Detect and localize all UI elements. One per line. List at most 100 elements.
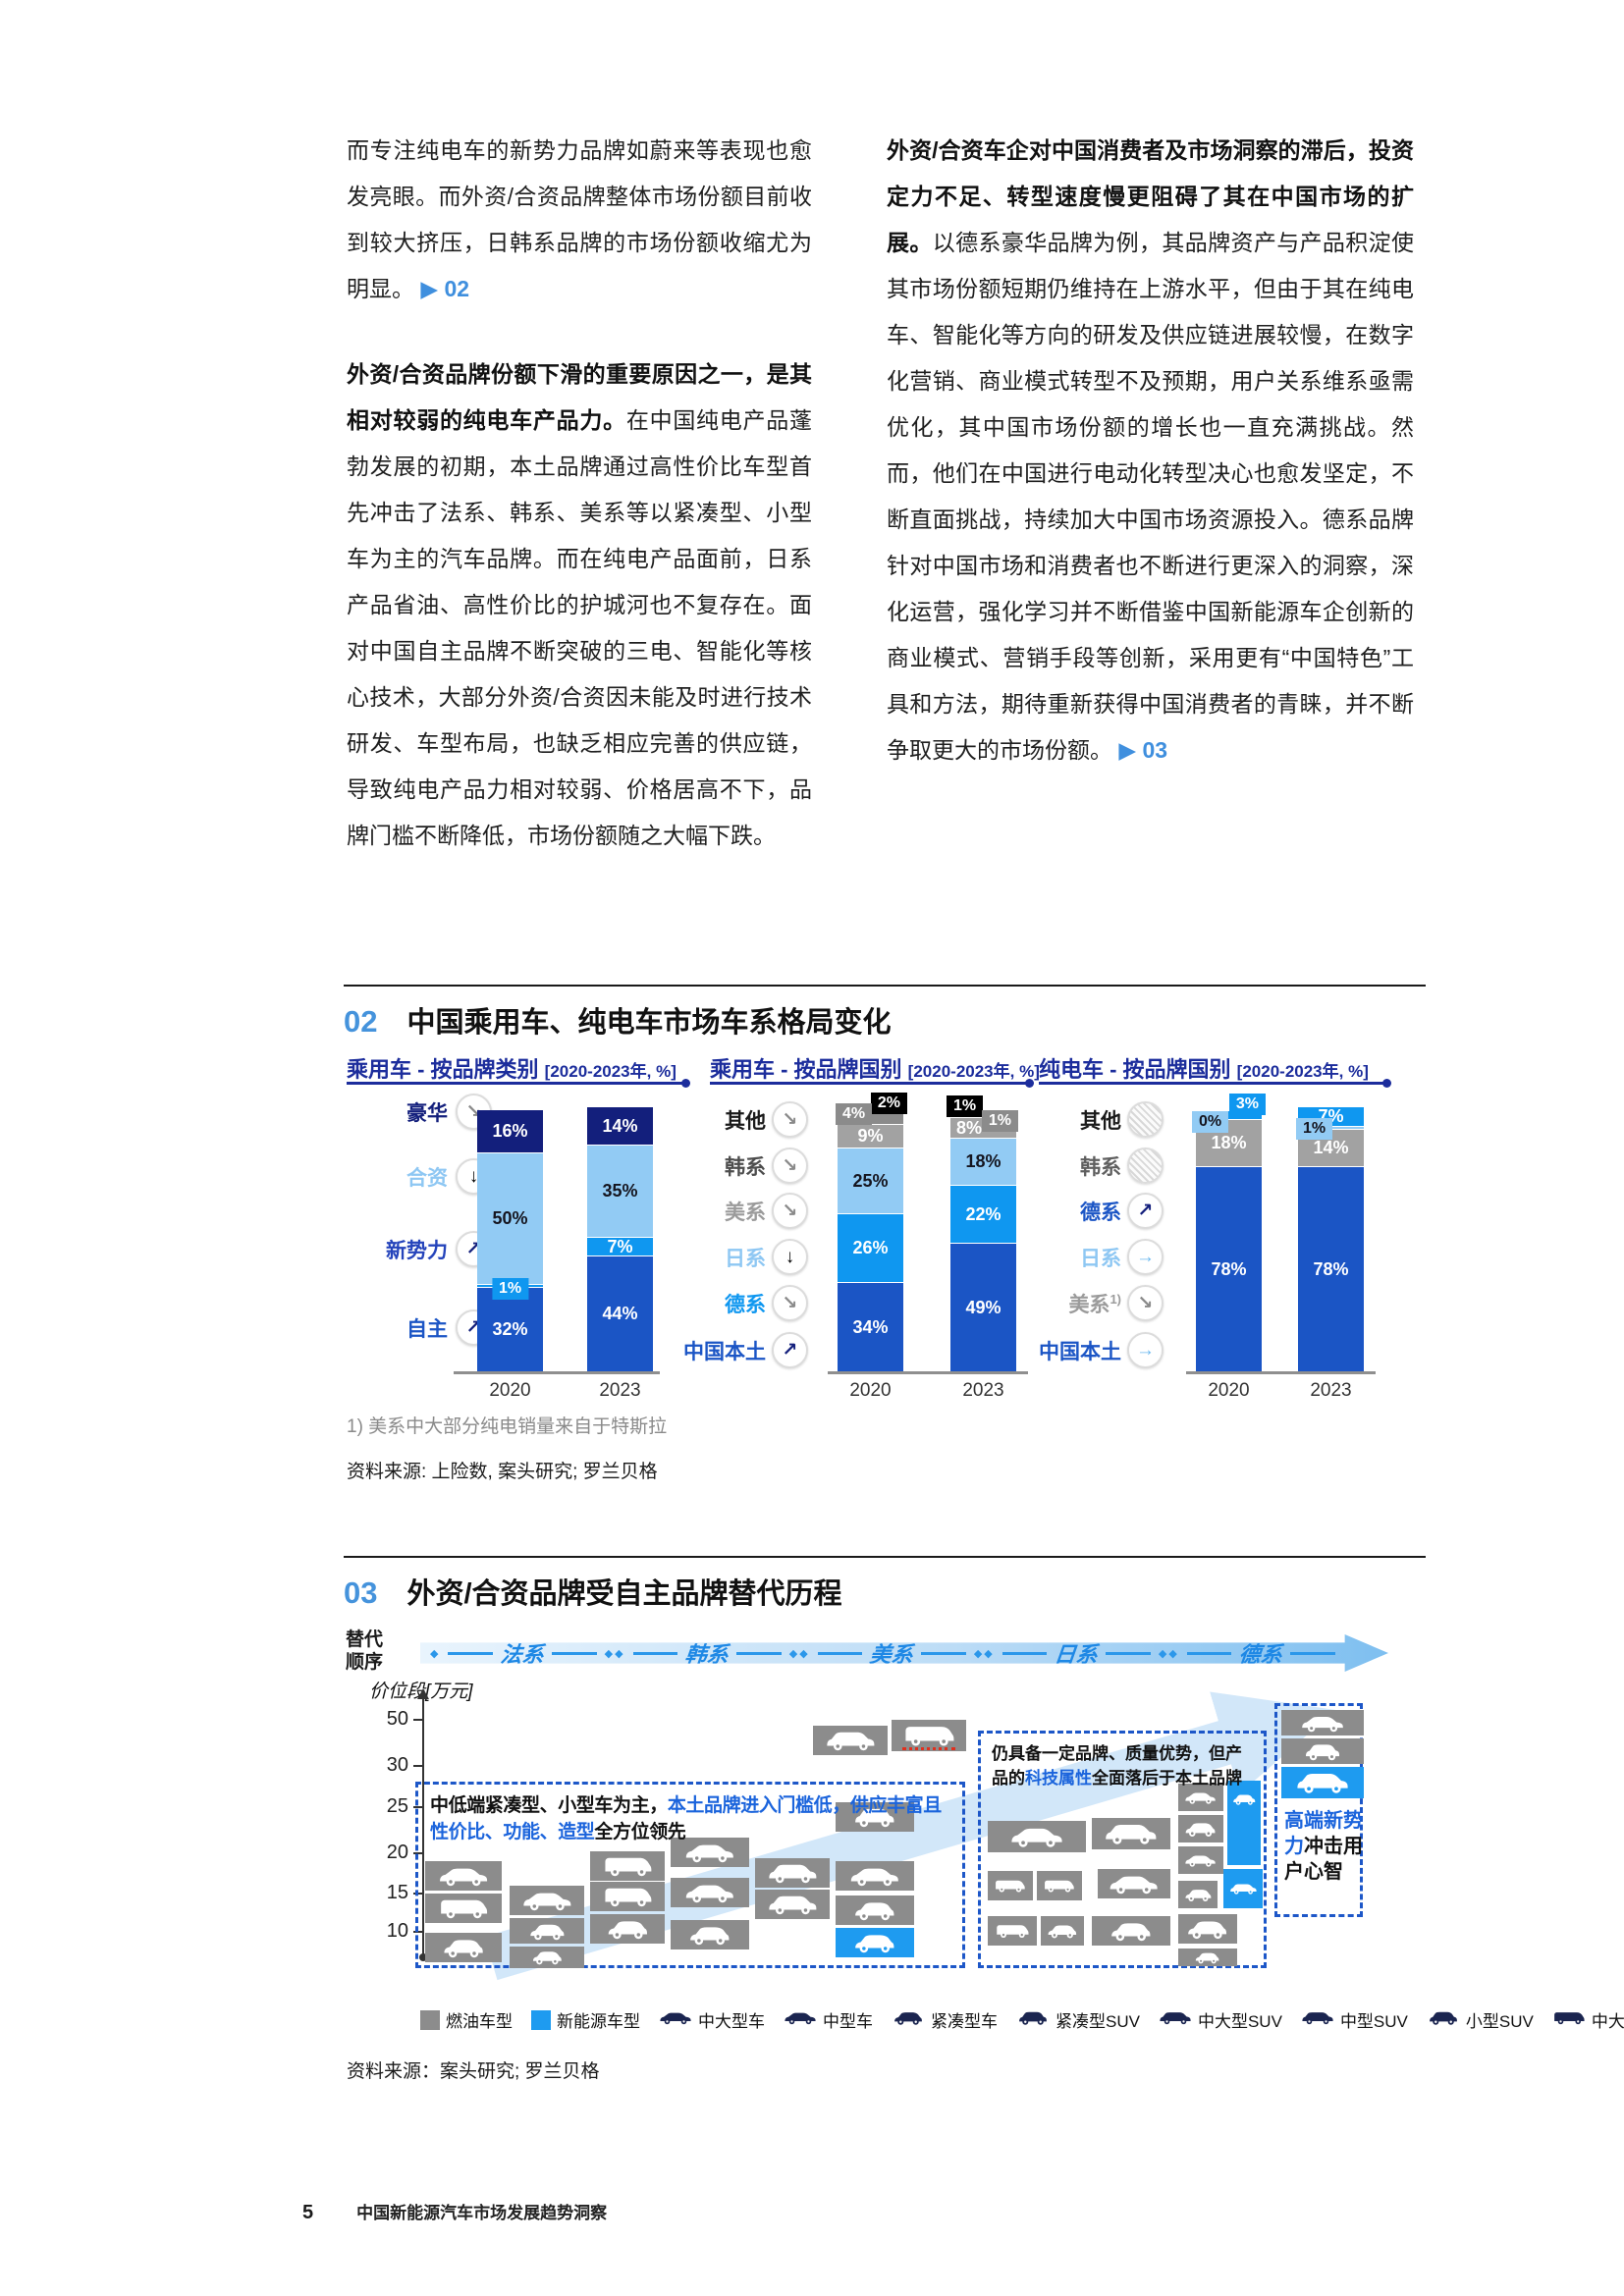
legend-sedan-icon bbox=[784, 2009, 817, 2031]
series-label: 自主 bbox=[406, 1318, 448, 1341]
annotation-blue: 本土品牌进入门槛低，供应丰富且性价比、功能、造型 bbox=[430, 1795, 942, 1842]
stacked-bar: 14% 35% 7% 44% bbox=[587, 1107, 653, 1371]
bar-segment: 25% bbox=[838, 1148, 903, 1213]
y-tick-label: 25 bbox=[386, 1795, 408, 1817]
ice-car-tile bbox=[1178, 1846, 1223, 1874]
footer-title: 中国新能源汽车市场发展趋势洞察 bbox=[356, 2204, 608, 2222]
annotation-black: 全面落后于本土品牌 bbox=[1092, 1769, 1242, 1788]
series-label: 其他 bbox=[1080, 1110, 1121, 1133]
legend-label: 中大型MPV bbox=[1591, 2012, 1624, 2031]
flow-line bbox=[817, 1651, 863, 1655]
flow-line bbox=[632, 1651, 678, 1655]
legend-hatch-icon bbox=[892, 2009, 925, 2031]
flow-line bbox=[552, 1651, 597, 1655]
x-axis bbox=[454, 1371, 660, 1374]
ice-car-tile bbox=[671, 1878, 749, 1907]
ice-car-tile bbox=[988, 1871, 1033, 1900]
paragraph-1: 而专注纯电车的新势力品牌如蔚来等表现也愈发亮眼。而外资/合资品牌整体市场份额目前… bbox=[347, 128, 812, 312]
ice-car-tile bbox=[1178, 1949, 1237, 1966]
trend-se-icon: ↘ bbox=[772, 1285, 808, 1321]
ice-car-tile bbox=[1092, 1818, 1170, 1849]
nev-car-tile bbox=[1281, 1767, 1364, 1798]
bar-segment: 22% bbox=[950, 1185, 1016, 1243]
segment-callout: 1% bbox=[1296, 1118, 1333, 1140]
bar-segment: 78% bbox=[1298, 1166, 1364, 1371]
chart-subtitle: 乘用车 - 按品牌国别 [2020-2023年, %] bbox=[710, 1052, 1040, 1084]
figure03-title: 外资/合资品牌受自主品牌替代历程 bbox=[406, 1578, 842, 1610]
legend-label: 燃油车型 bbox=[446, 2012, 513, 2031]
legend-label: 紧凑型车 bbox=[931, 2012, 998, 2031]
ice-car-tile bbox=[755, 1890, 830, 1919]
figure02-title: 中国乘用车、纯电车市场车系格局变化 bbox=[406, 1007, 892, 1039]
ice-car-tile bbox=[755, 1858, 830, 1888]
legend-suvs-icon bbox=[1427, 2009, 1460, 2031]
annotation-text-premium: 高端新势力冲击用户心智 bbox=[1284, 1808, 1363, 1885]
bar-segment: 78% bbox=[1196, 1166, 1262, 1371]
annotation-black: 全方位领先 bbox=[594, 1822, 686, 1842]
figure02-header: 02 中国乘用车、纯电车市场车系格局变化 bbox=[344, 999, 892, 1041]
legend-item: 紧凑型SUV bbox=[1016, 2007, 1140, 2032]
ice-car-tile bbox=[836, 1896, 914, 1925]
ice-car-tile bbox=[510, 1918, 584, 1944]
series-label: 豪华 bbox=[406, 1102, 448, 1125]
figure03-source: 资料来源：案头研究; 罗兰贝格 bbox=[347, 2061, 600, 2082]
divider bbox=[344, 985, 1426, 987]
flow-line bbox=[1186, 1651, 1232, 1655]
legend-item: 新能源车型 bbox=[531, 2007, 640, 2032]
y-tick-label: 15 bbox=[386, 1882, 408, 1903]
ice-car-tile bbox=[1281, 1738, 1364, 1764]
trend-se-icon: ↘ bbox=[1127, 1285, 1164, 1321]
y-tick bbox=[413, 1719, 422, 1721]
series-label: 中国本土 bbox=[1039, 1341, 1121, 1363]
subtitle-bracket: [2020-2023年, %] bbox=[544, 1062, 677, 1081]
trend-hatched-icon bbox=[1127, 1148, 1164, 1184]
ice-swatch bbox=[420, 2009, 440, 2030]
body-text-bold: 外资/合资车企对中国消费者及市场洞察的滞后，投资定力不足、转型速度慢更阻碍了其在… bbox=[887, 137, 1414, 255]
figure03-header: 03 外资/合资品牌受自主品牌替代历程 bbox=[344, 1571, 842, 1612]
figure03-number: 03 bbox=[344, 1575, 378, 1610]
figure02-source: 资料来源: 上险数, 案头研究; 罗兰贝格 bbox=[347, 1462, 658, 1482]
series-label: 美系1) bbox=[1068, 1292, 1121, 1316]
bar-segment: 7% bbox=[587, 1237, 653, 1256]
bar-segment: 9% bbox=[838, 1124, 903, 1148]
annotation-box-low-end bbox=[415, 1782, 965, 1968]
ice-car-tile bbox=[671, 1838, 749, 1867]
ice-car-tile bbox=[1092, 1916, 1170, 1946]
y-tick-label: 20 bbox=[386, 1842, 408, 1863]
red-dotted-underline bbox=[902, 1747, 955, 1750]
subtitle-underline-dot bbox=[1382, 1079, 1391, 1088]
annotation-box-quality bbox=[978, 1731, 1267, 1968]
y-axis-line bbox=[422, 1698, 424, 1955]
flow-marker: ◆◆ bbox=[1158, 1647, 1179, 1660]
subtitle-underline-dot bbox=[681, 1079, 690, 1088]
intro-left-column: 而专注纯电车的新势力品牌如蔚来等表现也愈发亮眼。而外资/合资品牌整体市场份额目前… bbox=[347, 128, 812, 898]
figure03-legend: 燃油车型 新能源车型 中大型车 中型车 紧凑型车 紧凑型SUV 中大型SUV 中型SUV 小型S… bbox=[420, 2007, 1624, 2032]
bar-segment: 49% bbox=[950, 1243, 1016, 1371]
bar-segment: 26% bbox=[838, 1213, 903, 1282]
legend-sedan-icon bbox=[659, 2009, 692, 2031]
nev-car-tile bbox=[836, 1928, 914, 1957]
series-label: 其他 bbox=[725, 1110, 766, 1133]
legend-mpv-icon bbox=[1552, 2009, 1586, 2031]
series-label: 韩系 bbox=[725, 1156, 766, 1179]
segment-callout: 1% bbox=[981, 1110, 1018, 1132]
series-label: 合资 bbox=[406, 1167, 448, 1190]
y-tick bbox=[413, 1765, 422, 1767]
bar-segment: 14% bbox=[587, 1107, 653, 1145]
legend-item: 燃油车型 bbox=[420, 2007, 513, 2032]
year-label: 2023 bbox=[599, 1380, 641, 1401]
flow-line bbox=[736, 1651, 782, 1655]
legend-item: 紧凑型车 bbox=[892, 2007, 998, 2032]
figure02-link[interactable]: ▶ 02 bbox=[420, 276, 470, 301]
figure03-link[interactable]: ▶ 03 bbox=[1118, 737, 1168, 763]
ice-car-tile bbox=[590, 1882, 665, 1911]
annotation-black: 中低端紧凑型、小型车为主， bbox=[430, 1795, 668, 1816]
legend-item: 小型SUV bbox=[1427, 2007, 1534, 2032]
legend-suvs-icon bbox=[1016, 2009, 1050, 2031]
bar-segment: 16% bbox=[477, 1110, 543, 1152]
series-label: 新势力 bbox=[386, 1240, 448, 1262]
body-text-bold: 外资/合资品牌份额下滑的重要原因之一，是其相对较弱的纯电车产品力。 bbox=[347, 361, 812, 433]
bar-segment bbox=[1196, 1111, 1262, 1119]
flow-line bbox=[921, 1651, 966, 1655]
trend-ne-icon: ↗ bbox=[1127, 1193, 1164, 1229]
